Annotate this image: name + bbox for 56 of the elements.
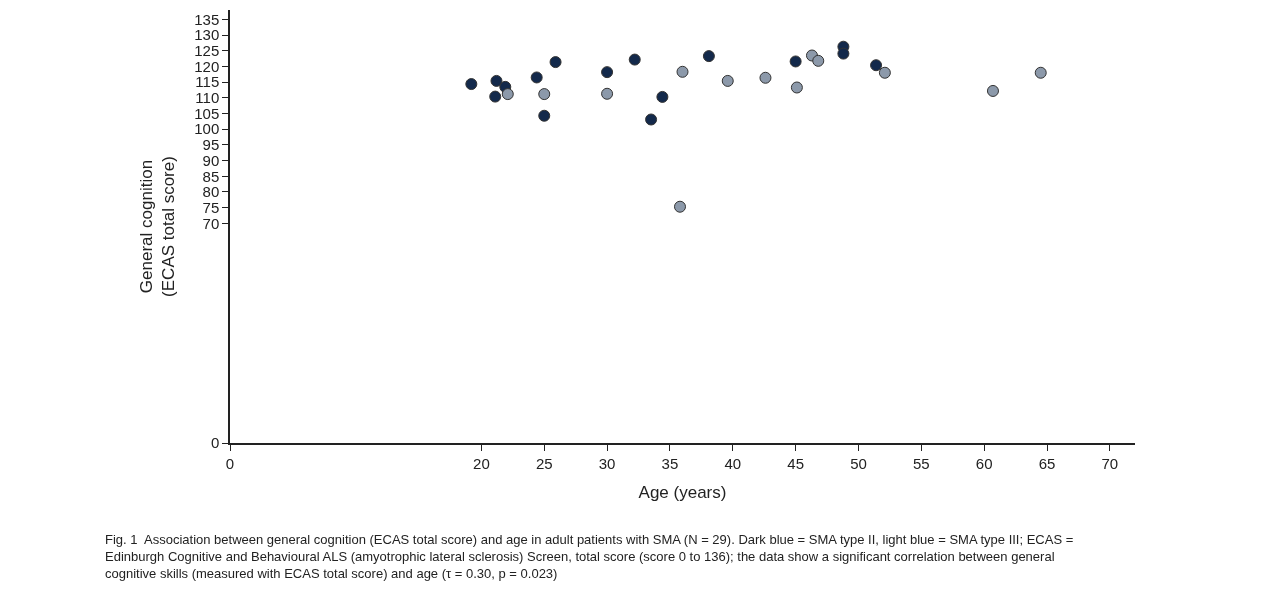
point (870, 59, 883, 72)
point (601, 87, 614, 100)
x-tick-label: 40 (724, 454, 742, 472)
y-tick-label: 135 (194, 10, 220, 28)
y-tick-label: 90 (202, 151, 220, 169)
x-axis-title: Age (years) (638, 482, 727, 502)
point (538, 88, 551, 101)
point (676, 65, 689, 78)
y-tick-label: 115 (195, 73, 220, 91)
point (530, 71, 543, 84)
point (489, 90, 502, 103)
point (673, 200, 686, 213)
y-tick-label: 110 (195, 89, 220, 107)
point (501, 88, 514, 101)
x-tick-label: 25 (535, 454, 553, 472)
x-tick-label: 65 (1038, 454, 1056, 472)
point (628, 53, 641, 66)
y-tick-label: 80 (202, 183, 220, 201)
y-tick-label: 85 (202, 167, 220, 185)
point (702, 50, 715, 63)
y-tick-label: 125 (194, 42, 220, 60)
point (986, 84, 999, 97)
y-tick-label: 100 (194, 120, 220, 138)
y-tick-label: 130 (194, 26, 220, 44)
point (601, 66, 614, 79)
y-tick-label: 120 (194, 57, 220, 75)
point (878, 66, 891, 79)
x-tick-label: 70 (1101, 454, 1119, 472)
y-tick-label: 95 (202, 136, 220, 154)
point (759, 71, 772, 84)
point (812, 54, 825, 67)
point (837, 47, 850, 60)
point (656, 90, 669, 103)
x-tick-label: 45 (787, 454, 804, 472)
point (790, 81, 803, 94)
x-tick-label: 35 (661, 454, 679, 472)
x-tick-label: 55 (912, 454, 930, 472)
point (721, 74, 734, 87)
x-tick-label: 20 (473, 454, 490, 472)
point (490, 74, 503, 87)
y-axis-title: General cognition (ECAS total score) (137, 156, 179, 297)
y-tick-label: 70 (202, 214, 220, 232)
x-tick-label: 30 (598, 454, 616, 472)
x-tick-label: 60 (975, 454, 993, 472)
point (645, 113, 658, 126)
x-tick-label: 50 (850, 454, 867, 472)
point (549, 56, 562, 69)
caption: Fig. 1 Association between general cognition (ECAS total score) and age in adult patients with SMA (N = 29). Dark blue = SMA type II, light blue = SMA type III; ECAS = Edinburgh Cognitive and Behavioural ALS (amyotrophic lateral sclerosis) Screen, total score (score 0 to 136); the data show a significant correlation between general cognitive skills (measured with ECAS total score) and age (τ = 0.30, p = 0.023) (105, 532, 1074, 581)
x-tick-label: 0 (225, 454, 235, 472)
y-tick-label: 0 (210, 434, 220, 452)
point (465, 78, 478, 91)
point (538, 109, 551, 122)
y-tick-label: 75 (202, 198, 220, 216)
point (1034, 66, 1047, 79)
y-tick-label: 105 (194, 104, 220, 122)
point (789, 55, 802, 68)
